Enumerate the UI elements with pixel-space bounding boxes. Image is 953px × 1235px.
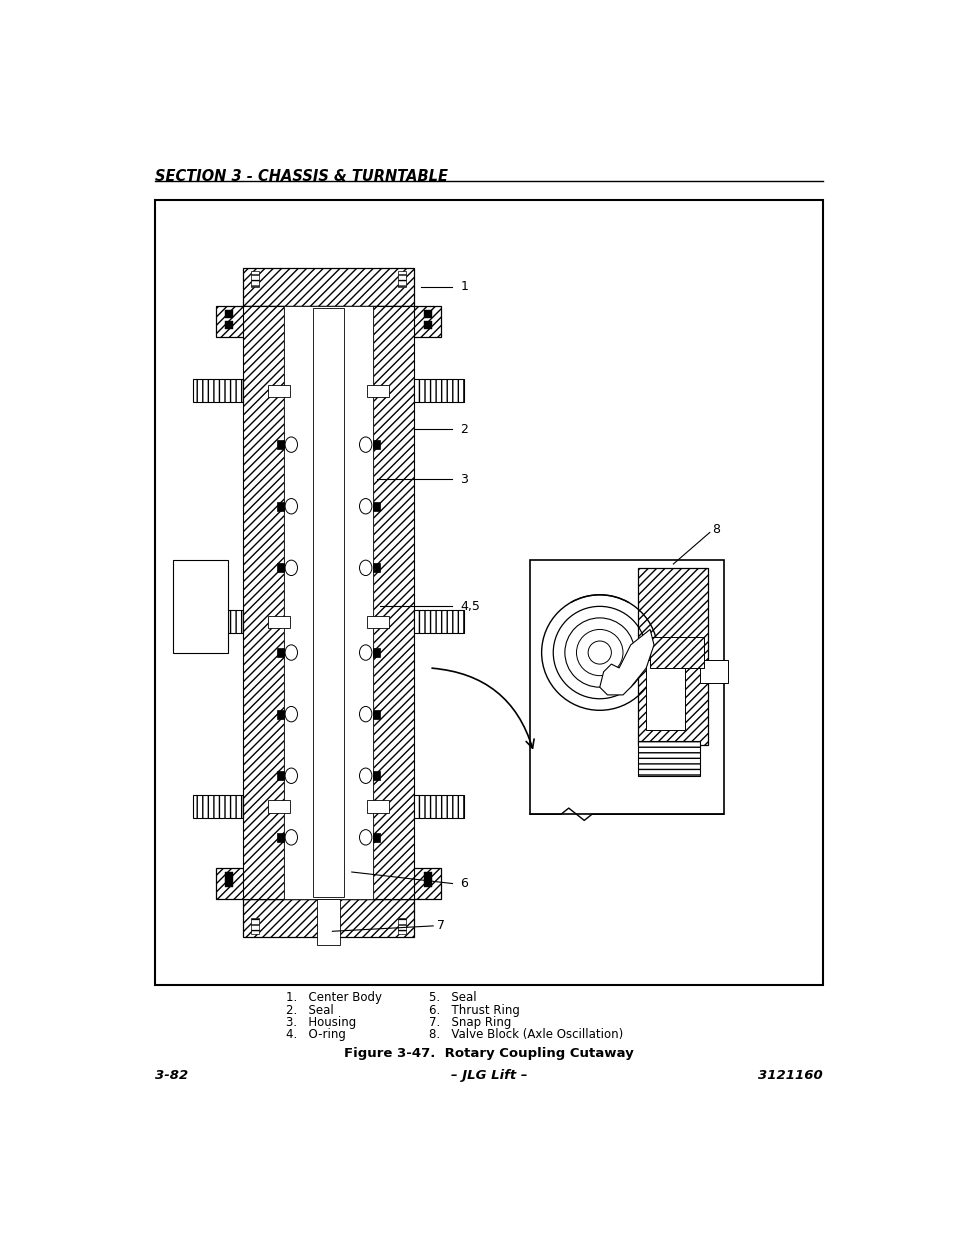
Bar bbox=[367, 615, 389, 627]
Bar bbox=[414, 379, 464, 403]
Bar bbox=[277, 648, 283, 657]
Bar bbox=[313, 308, 344, 898]
Bar bbox=[243, 268, 414, 306]
Text: 3.   Housing: 3. Housing bbox=[286, 1016, 355, 1029]
Bar bbox=[225, 872, 233, 879]
Bar bbox=[423, 310, 431, 317]
Bar bbox=[414, 610, 464, 634]
Bar bbox=[243, 899, 414, 937]
Bar bbox=[414, 795, 464, 818]
Text: 3-82: 3-82 bbox=[154, 1070, 188, 1082]
Ellipse shape bbox=[285, 706, 297, 721]
Text: 4,5: 4,5 bbox=[459, 600, 479, 613]
Bar bbox=[645, 661, 684, 730]
Ellipse shape bbox=[359, 768, 372, 783]
Bar bbox=[243, 306, 283, 899]
Ellipse shape bbox=[285, 561, 297, 576]
Bar bbox=[373, 306, 414, 899]
Text: 5.   Seal: 5. Seal bbox=[429, 992, 476, 1004]
Bar bbox=[154, 200, 822, 986]
Bar bbox=[397, 272, 406, 287]
Bar bbox=[373, 563, 379, 573]
Bar bbox=[316, 899, 340, 945]
Ellipse shape bbox=[285, 499, 297, 514]
Ellipse shape bbox=[359, 830, 372, 845]
Text: 8.   Valve Block (Axle Oscillation): 8. Valve Block (Axle Oscillation) bbox=[429, 1029, 623, 1041]
Bar bbox=[423, 872, 431, 879]
Bar bbox=[216, 868, 440, 899]
Bar bbox=[277, 832, 283, 842]
Bar bbox=[397, 918, 406, 934]
Bar bbox=[423, 879, 431, 888]
Text: 1: 1 bbox=[459, 280, 468, 293]
Text: 7.   Snap Ring: 7. Snap Ring bbox=[429, 1016, 511, 1029]
Bar bbox=[638, 568, 707, 745]
Text: 2: 2 bbox=[459, 422, 468, 436]
Bar bbox=[251, 272, 258, 287]
Text: 1.   Center Body: 1. Center Body bbox=[286, 992, 381, 1004]
Bar bbox=[193, 379, 243, 403]
Text: 6: 6 bbox=[459, 877, 468, 890]
Bar bbox=[530, 561, 723, 814]
Ellipse shape bbox=[359, 645, 372, 661]
Bar bbox=[277, 440, 283, 450]
Text: – JLG Lift –: – JLG Lift – bbox=[450, 1070, 527, 1082]
Bar bbox=[277, 771, 283, 781]
Bar bbox=[373, 501, 379, 511]
Bar bbox=[277, 710, 283, 719]
Text: 8: 8 bbox=[711, 522, 720, 536]
Ellipse shape bbox=[285, 830, 297, 845]
Text: 4.   O-ring: 4. O-ring bbox=[286, 1029, 345, 1041]
Ellipse shape bbox=[285, 437, 297, 452]
Text: 6.   Thrust Ring: 6. Thrust Ring bbox=[429, 1004, 519, 1016]
Bar bbox=[373, 648, 379, 657]
Bar bbox=[193, 795, 243, 818]
Bar bbox=[277, 501, 283, 511]
Bar bbox=[225, 321, 233, 330]
Bar bbox=[373, 771, 379, 781]
Bar bbox=[225, 310, 233, 317]
Text: 2.   Seal: 2. Seal bbox=[286, 1004, 334, 1016]
Text: Figure 3-47.  Rotary Coupling Cutaway: Figure 3-47. Rotary Coupling Cutaway bbox=[344, 1047, 633, 1060]
Text: 3: 3 bbox=[459, 473, 468, 485]
Bar bbox=[700, 661, 727, 683]
Bar bbox=[373, 710, 379, 719]
Ellipse shape bbox=[285, 768, 297, 783]
Bar bbox=[277, 563, 283, 573]
Bar bbox=[649, 637, 703, 668]
Bar bbox=[268, 800, 290, 813]
Bar bbox=[373, 832, 379, 842]
Bar bbox=[225, 879, 233, 888]
Ellipse shape bbox=[285, 645, 297, 661]
Bar bbox=[367, 384, 389, 396]
Ellipse shape bbox=[359, 437, 372, 452]
Bar bbox=[268, 615, 290, 627]
Bar bbox=[268, 384, 290, 396]
Bar bbox=[367, 800, 389, 813]
Bar bbox=[173, 561, 228, 652]
Bar bbox=[251, 918, 258, 934]
Text: SECTION 3 - CHASSIS & TURNTABLE: SECTION 3 - CHASSIS & TURNTABLE bbox=[154, 169, 447, 184]
Polygon shape bbox=[599, 630, 654, 695]
Bar bbox=[423, 321, 431, 330]
Text: 3121160: 3121160 bbox=[758, 1070, 822, 1082]
Ellipse shape bbox=[359, 561, 372, 576]
Text: 7: 7 bbox=[436, 919, 444, 932]
Bar bbox=[193, 610, 243, 634]
Bar bbox=[283, 306, 373, 899]
Bar bbox=[638, 741, 700, 776]
Bar bbox=[373, 440, 379, 450]
Ellipse shape bbox=[359, 706, 372, 721]
Ellipse shape bbox=[359, 499, 372, 514]
Bar bbox=[216, 306, 440, 337]
